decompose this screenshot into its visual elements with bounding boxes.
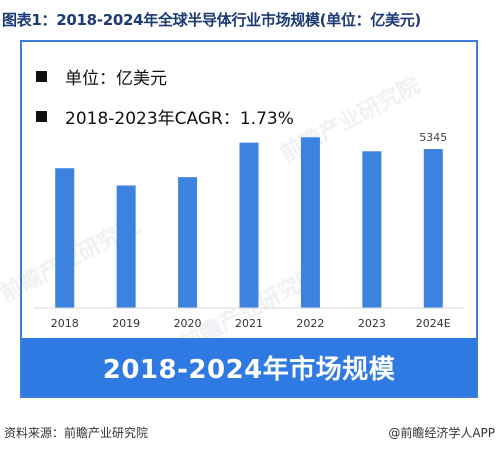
banner-text: 2018-2024年市场规模 [102,354,396,385]
chart-banner: 2018-2024年市场规模 [22,338,476,396]
figure-title: 图表1：2018-2024年全球半导体行业市场规模(单位：亿美元) [2,11,421,29]
bar-2019 [116,185,136,308]
x-tick-label: 2021 [235,317,263,330]
bar-2024E [423,149,443,308]
data-label: 5345 [419,131,447,144]
x-tick-label: 2020 [174,317,202,330]
x-tick-label: 2023 [358,317,386,330]
x-tick-label: 2024E [416,317,451,330]
note-unit-text: 单位：亿美元 [65,69,167,89]
x-tick-labels: 2018 2019 2020 2021 2022 2023 2024E [51,317,451,330]
note-cagr: 2018-2023年CAGR：1.73% [36,104,294,129]
bullet-square-icon [36,71,47,82]
note-cagr-text: 2018-2023年CAGR：1.73% [65,109,294,129]
data-labels: 5345 [419,131,447,144]
x-tick-label: 2018 [51,317,79,330]
chart-frame: 前瞻产业研究院 前瞻产业研究院 前瞻产业研究院 2018201920202021… [0,40,478,398]
bars-layer [55,137,443,308]
bar-2023 [362,151,382,308]
x-tick-label: 2022 [296,317,324,330]
bullet-square-icon [36,111,47,122]
bar-2021 [239,142,259,308]
note-unit: 单位：亿美元 [36,64,167,89]
bar-2018 [55,168,75,308]
bar-2020 [178,177,198,308]
source-note: 资料来源：前瞻产业研究院 [4,426,149,440]
bar-chart: 2018 2019 2020 2021 2022 2023 2024E 5345 [34,131,464,330]
x-tick-label: 2019 [112,317,140,330]
credit: @前瞻经济学人APP [388,424,495,441]
bar-2022 [300,137,320,308]
credit-text: @前瞻经济学人APP [388,426,495,440]
